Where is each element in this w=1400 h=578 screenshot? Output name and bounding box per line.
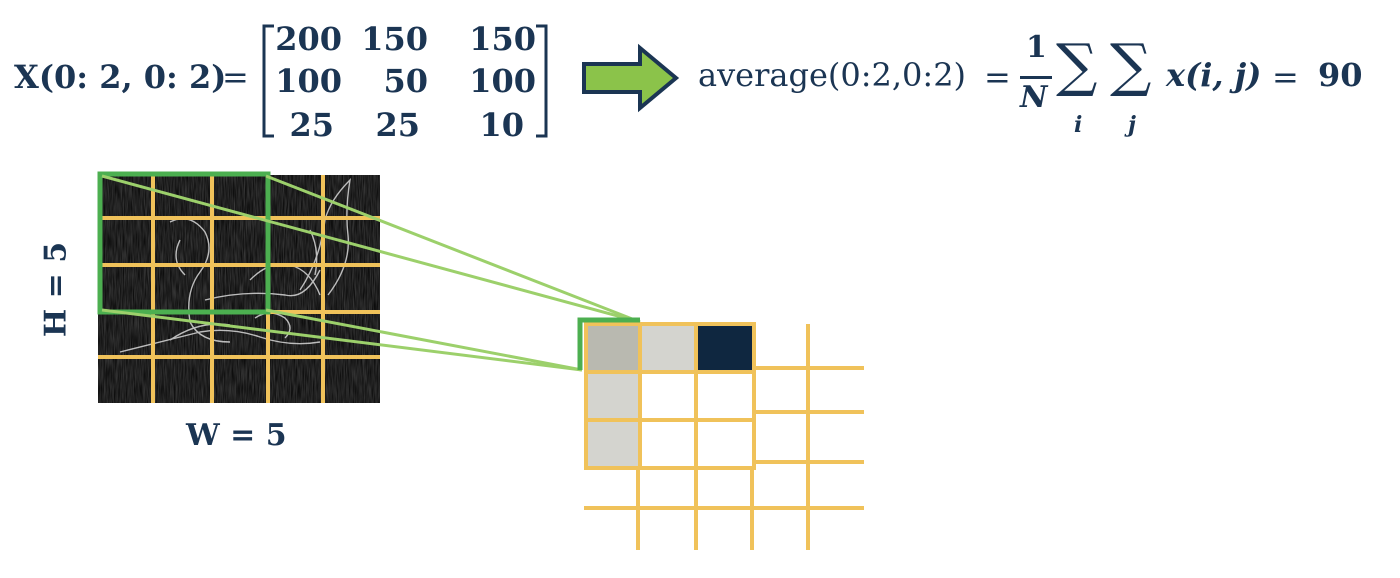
height-label: H = 5 bbox=[38, 241, 74, 338]
matrix-cell: 150 bbox=[469, 20, 536, 58]
output-grid bbox=[584, 322, 864, 550]
equals-sign-3: = bbox=[1272, 58, 1299, 96]
fraction-bar bbox=[1020, 76, 1052, 79]
equals-sign-2: = bbox=[984, 58, 1011, 96]
matrix-cell: 10 bbox=[479, 106, 524, 144]
matrix-cell: 50 bbox=[383, 62, 428, 100]
matrix-cell: 200 bbox=[275, 20, 342, 58]
matrix-cell: 100 bbox=[275, 62, 342, 100]
sum-symbol-j: ∑ bbox=[1110, 31, 1152, 99]
operation-label: average(0:2,0:2) bbox=[698, 56, 967, 94]
pooling-window-highlight bbox=[97, 171, 271, 315]
connector-lines bbox=[101, 174, 641, 372]
fraction-denominator: N bbox=[1020, 80, 1048, 115]
fraction-numerator: 1 bbox=[1026, 30, 1047, 65]
output-cell-highlight bbox=[577, 317, 640, 370]
matrix-cell: 25 bbox=[289, 106, 334, 144]
sum-index-j: j bbox=[1128, 112, 1136, 138]
sum-index-i: i bbox=[1074, 112, 1083, 138]
output-cell bbox=[588, 422, 638, 466]
sum-symbol-i: ∑ bbox=[1056, 31, 1098, 99]
width-label: W = 5 bbox=[186, 418, 287, 453]
matrix-cell: 25 bbox=[375, 106, 420, 144]
summation-term: x(i, j) bbox=[1166, 56, 1262, 94]
result-value: 90 bbox=[1318, 56, 1363, 94]
matrix-cell: 150 bbox=[361, 20, 428, 58]
output-cell bbox=[642, 326, 694, 370]
equals-sign: = bbox=[222, 58, 249, 96]
output-cell bbox=[588, 326, 638, 370]
output-cell bbox=[588, 374, 638, 418]
output-cell bbox=[698, 326, 752, 370]
input-window-label: X(0: 2, 0: 2) bbox=[14, 58, 227, 96]
output-cells bbox=[588, 326, 752, 466]
matrix-cell: 100 bbox=[469, 62, 536, 100]
